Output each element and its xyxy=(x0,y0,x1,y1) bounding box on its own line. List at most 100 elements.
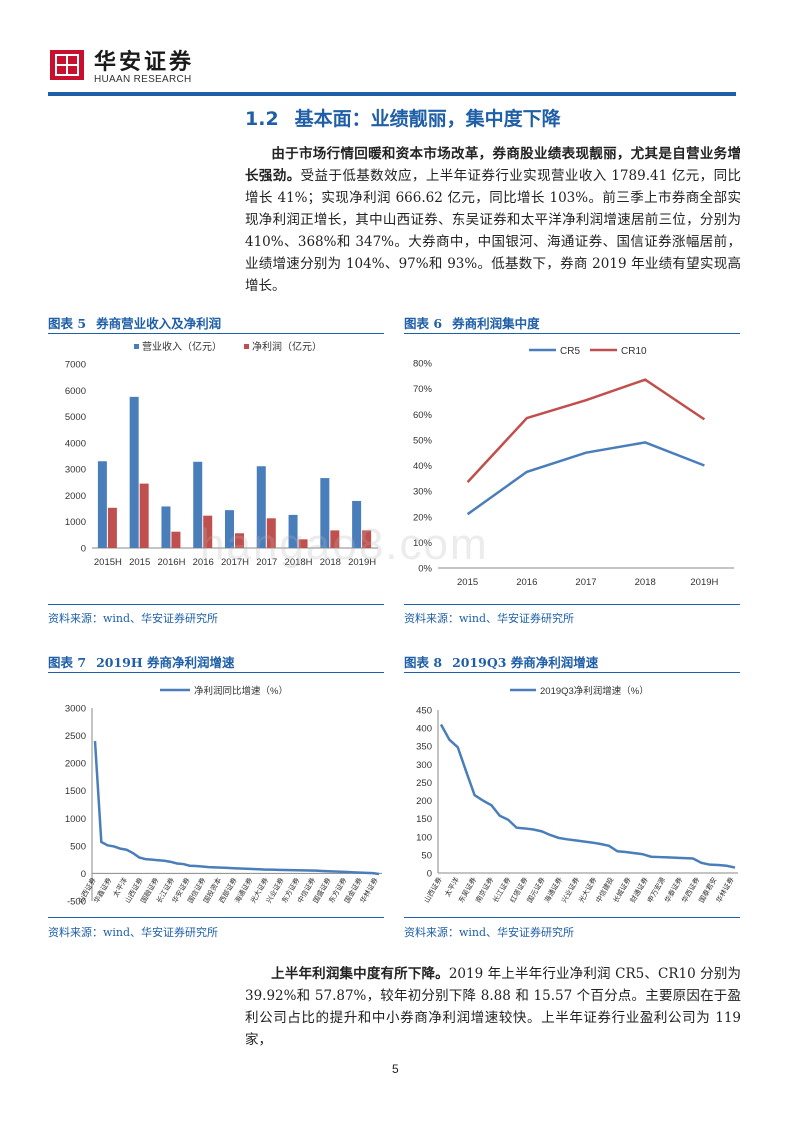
concentration-paragraph: 上半年利润集中度有所下降。2019 年上半年行业净利润 CR5、CR10 分别为… xyxy=(245,963,741,1051)
y-tick-label: 300 xyxy=(416,760,432,771)
bar-profit xyxy=(330,530,340,548)
legend-swatch-profit xyxy=(244,344,249,349)
bar-revenue xyxy=(256,466,266,548)
y-tick-label: 4000 xyxy=(65,438,86,449)
y-tick-label: 1500 xyxy=(65,786,86,797)
x-tick-label: 2019H xyxy=(690,577,718,588)
growth-series-line xyxy=(93,741,380,876)
bar-revenue xyxy=(129,396,139,548)
figure5-source: 资料来源：wind、华安证券研究所 xyxy=(48,612,219,625)
page-number: 5 xyxy=(392,1062,399,1076)
y-tick-label: 150 xyxy=(416,814,432,825)
section-title-text: 基本面：业绩靓丽，集中度下降 xyxy=(294,108,561,130)
figure8-bottom-rule xyxy=(404,917,740,918)
y-tick-label: 100 xyxy=(416,832,432,843)
x-tick-label: 太平洋 xyxy=(443,876,461,899)
x-tick-label: 2017 xyxy=(256,557,277,568)
bar-revenue xyxy=(352,500,362,548)
bar-profit xyxy=(298,539,308,548)
y-tick-label: -500 xyxy=(67,897,86,908)
bar-revenue xyxy=(161,506,171,548)
bar-profit xyxy=(171,531,181,548)
x-tick-label: 2015 xyxy=(129,557,150,568)
figure6-caption: 券商利润集中度 xyxy=(452,316,540,331)
y-tick-label: 50 xyxy=(421,850,432,861)
bar-revenue xyxy=(193,461,203,548)
concentration-paragraph-body: 2019 年上半年行业净利润 CR5、CR10 分别为 39.92%和 57.8… xyxy=(245,966,741,1048)
legend-label-cr10: CR10 xyxy=(621,346,647,357)
profit-concentration-line-chart: 0% 10% 20% 30% 40% 50% 60% 70% 80% 2015 2016 2017 20… xyxy=(413,346,734,588)
bar-revenue xyxy=(225,510,234,548)
y-tick-label: 5000 xyxy=(65,412,86,423)
figure6-bottom-rule xyxy=(404,604,740,605)
y-tick-label: 70% xyxy=(413,384,433,395)
concentration-paragraph-lead: 上半年利润集中度有所下降。 xyxy=(271,966,449,982)
figure7-bottom-rule xyxy=(48,917,384,918)
legend-label-cr5: CR5 xyxy=(560,346,580,357)
y-tick-label: 350 xyxy=(416,742,432,753)
bar-profit xyxy=(203,515,213,548)
figure5-rule xyxy=(48,333,384,334)
x-tick-label: 太平洋 xyxy=(111,876,129,899)
section-title: 1.2 基本面：业绩靓丽，集中度下降 xyxy=(245,104,561,131)
bar-profit xyxy=(139,483,149,548)
x-tick-label: 2015 xyxy=(457,577,478,588)
y-tick-label: 400 xyxy=(416,724,432,735)
y-tick-label: 450 xyxy=(416,706,432,717)
y-tick-label: 500 xyxy=(70,841,86,852)
figure7-source: 资料来源：wind、华安证券研究所 xyxy=(48,926,219,939)
legend-label: 2019Q3净利润增速（%） xyxy=(540,685,649,697)
x-tick-label: 2016H xyxy=(157,557,185,568)
legend-swatch-revenue xyxy=(134,344,139,349)
y-tick-label: 2500 xyxy=(65,731,86,742)
bar-profit xyxy=(266,518,276,548)
series-line-cr10 xyxy=(466,378,706,484)
figure6-title: 图表 6 券商利润集中度 xyxy=(404,313,540,332)
bar-revenue xyxy=(320,478,330,548)
y-tick-label: 40% xyxy=(413,461,433,472)
intro-paragraph: 由于市场行情回暖和资本市场改革，券商股业绩表现靓丽，尤其是自营业务增长强劲。受益… xyxy=(245,143,741,297)
y-tick-label: 10% xyxy=(413,538,433,549)
x-tick-label: 2016 xyxy=(516,577,537,588)
brand-name-cn: 华安证券 xyxy=(94,49,195,75)
y-tick-label: 0 xyxy=(81,869,86,880)
y-tick-label: 1000 xyxy=(65,517,86,528)
y-tick-label: 2000 xyxy=(65,759,86,770)
figure5-label: 图表 5 xyxy=(48,316,87,331)
figure5-bottom-rule xyxy=(48,604,384,605)
watermark: hangao8.com xyxy=(200,520,489,569)
y-tick-label: 0 xyxy=(427,869,432,880)
y-tick-label: 3000 xyxy=(65,465,86,476)
bar-revenue xyxy=(97,461,107,548)
y-tick-label: 80% xyxy=(413,359,433,370)
figure5-title: 图表 5 券商营业收入及净利润 xyxy=(48,313,221,332)
bar-revenue xyxy=(288,514,298,548)
x-tick-label: 2016 xyxy=(193,557,214,568)
y-tick-label: 20% xyxy=(413,512,433,523)
figure7-rule xyxy=(48,672,384,673)
x-tick-label: 2015H xyxy=(94,557,122,568)
company-logo xyxy=(50,50,84,80)
legend-label: 净利润同比增速（%） xyxy=(194,685,288,697)
x-tick-label: 2018H xyxy=(285,557,313,568)
y-tick-label: 60% xyxy=(413,410,433,421)
x-tick-label: 2017 xyxy=(575,577,596,588)
legend-label-revenue: 营业收入（亿元） xyxy=(142,340,222,353)
figure6-label: 图表 6 xyxy=(404,316,443,331)
figure8-caption: 2019Q3 券商净利润增速 xyxy=(452,655,599,670)
y-tick-label: 6000 xyxy=(65,386,86,397)
brand-name-en: HUAAN RESEARCH xyxy=(94,74,192,85)
figure7-caption: 2019H 券商净利润增速 xyxy=(96,655,235,670)
y-tick-label: 1000 xyxy=(65,814,86,825)
y-tick-label: 200 xyxy=(416,796,432,807)
y-tick-label: 0% xyxy=(418,564,432,575)
x-tick-label: 2018 xyxy=(635,577,656,588)
x-tick-label: 2019H xyxy=(348,557,376,568)
series-line-cr5 xyxy=(466,441,705,516)
bar-profit xyxy=(362,530,372,548)
y-tick-label: 50% xyxy=(413,435,433,446)
section-number: 1.2 xyxy=(245,108,279,130)
header-rule xyxy=(48,92,736,96)
